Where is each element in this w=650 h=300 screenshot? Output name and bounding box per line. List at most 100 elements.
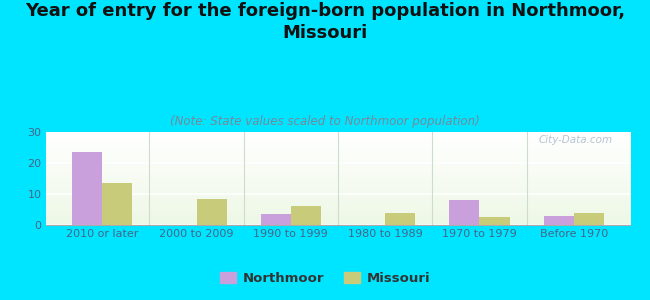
Bar <box>46 156 630 157</box>
Bar <box>46 185 630 186</box>
Bar <box>46 157 630 158</box>
Bar <box>46 151 630 152</box>
Bar <box>46 144 630 145</box>
Bar <box>46 222 630 223</box>
Bar <box>543 216 574 225</box>
Bar <box>46 193 630 194</box>
Bar <box>46 168 630 169</box>
Bar <box>46 133 630 134</box>
Bar <box>46 198 630 199</box>
Bar <box>46 223 630 224</box>
Bar <box>46 177 630 178</box>
Bar <box>480 217 510 225</box>
Bar <box>46 167 630 168</box>
Bar <box>46 150 630 151</box>
Bar <box>46 203 630 204</box>
Bar <box>46 195 630 196</box>
Bar <box>46 176 630 177</box>
Bar <box>385 213 415 225</box>
Bar <box>46 196 630 197</box>
Bar <box>46 164 630 166</box>
Bar <box>46 138 630 139</box>
Bar <box>46 160 630 161</box>
Bar <box>46 134 630 135</box>
Bar <box>102 183 133 225</box>
Bar <box>72 152 102 225</box>
Bar <box>291 206 321 225</box>
Bar <box>46 204 630 205</box>
Bar <box>46 210 630 211</box>
Bar <box>46 194 630 195</box>
Bar <box>46 211 630 212</box>
Bar <box>46 139 630 140</box>
Bar <box>46 213 630 214</box>
Bar <box>46 214 630 215</box>
Bar <box>46 154 630 155</box>
Bar <box>46 224 630 225</box>
Bar <box>46 199 630 200</box>
Bar <box>46 219 630 220</box>
Bar <box>196 199 227 225</box>
Bar <box>46 208 630 209</box>
Bar <box>46 186 630 187</box>
Bar <box>46 142 630 143</box>
Text: Year of entry for the foreign-born population in Northmoor,
Missouri: Year of entry for the foreign-born popul… <box>25 2 625 42</box>
Bar <box>46 153 630 154</box>
Bar <box>46 147 630 148</box>
Bar <box>46 143 630 144</box>
Bar <box>46 178 630 179</box>
Bar <box>46 172 630 173</box>
Bar <box>46 221 630 222</box>
Bar <box>46 136 630 138</box>
Bar <box>46 149 630 150</box>
Text: City-Data.com: City-Data.com <box>539 135 613 145</box>
Bar <box>46 212 630 213</box>
Bar <box>46 180 630 181</box>
Bar <box>46 162 630 163</box>
Bar <box>46 202 630 203</box>
Bar <box>46 140 630 141</box>
Bar <box>46 163 630 164</box>
Bar <box>46 174 630 175</box>
Bar <box>46 135 630 136</box>
Bar <box>46 206 630 207</box>
Bar <box>46 218 630 219</box>
Bar <box>46 141 630 142</box>
Bar <box>46 209 630 210</box>
Bar <box>46 146 630 147</box>
Bar <box>46 175 630 176</box>
Bar <box>46 145 630 146</box>
Bar <box>46 184 630 185</box>
Bar <box>46 182 630 183</box>
Bar <box>46 158 630 159</box>
Bar <box>46 171 630 172</box>
Bar <box>46 159 630 160</box>
Bar <box>46 190 630 191</box>
Bar <box>46 197 630 198</box>
Bar <box>46 166 630 167</box>
Bar <box>46 201 630 202</box>
Bar <box>46 205 630 206</box>
Bar <box>46 215 630 216</box>
Bar <box>46 216 630 217</box>
Bar <box>46 173 630 174</box>
Bar <box>261 214 291 225</box>
Bar <box>46 181 630 182</box>
Bar <box>46 161 630 162</box>
Bar <box>449 200 480 225</box>
Bar <box>574 213 604 225</box>
Bar <box>46 217 630 218</box>
Bar <box>46 132 630 133</box>
Bar <box>46 170 630 171</box>
Bar <box>46 220 630 221</box>
Text: (Note: State values scaled to Northmoor population): (Note: State values scaled to Northmoor … <box>170 116 480 128</box>
Bar <box>46 187 630 188</box>
Legend: Northmoor, Missouri: Northmoor, Missouri <box>215 267 435 290</box>
Bar <box>46 189 630 190</box>
Bar <box>46 148 630 149</box>
Bar <box>46 188 630 189</box>
Bar <box>46 200 630 201</box>
Bar <box>46 207 630 208</box>
Bar <box>46 169 630 170</box>
Bar <box>46 191 630 193</box>
